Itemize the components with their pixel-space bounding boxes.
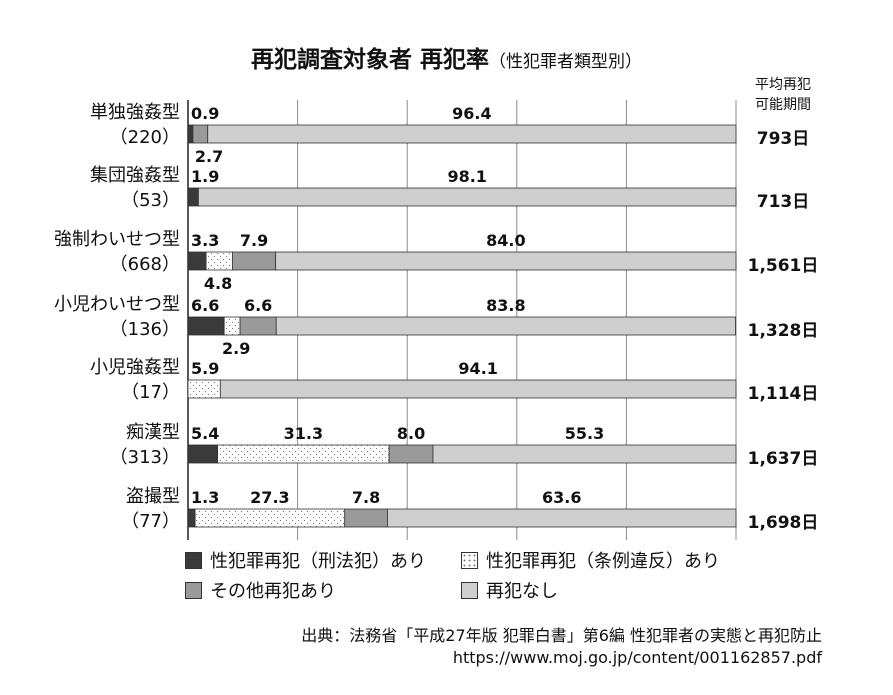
data-label-none: 84.0: [486, 231, 525, 250]
avg-period-value: 1,328日: [747, 321, 819, 341]
legend-item-none: 再犯なし: [461, 577, 558, 603]
bar-segment-ordinance: [187, 379, 221, 399]
data-label-none: 55.3: [565, 424, 604, 443]
legend-item-ordinance: 性犯罪再犯（条例違反）あり: [461, 547, 720, 573]
legend-swatch-penal: [185, 552, 202, 569]
bar-segment-other: [239, 316, 277, 336]
category-count: （53）: [121, 190, 180, 211]
data-label-penal: 0.9: [191, 104, 219, 123]
bar-segment-other: [344, 508, 388, 528]
chart-title: 再犯調査対象者 再犯率（性犯罪者類型別）: [0, 40, 893, 74]
legend-swatch-ordinance: [461, 552, 478, 569]
category-count: （313）: [109, 447, 180, 468]
bars: [187, 124, 737, 528]
source-url: https://www.moj.go.jp/content/001162857.…: [452, 648, 822, 667]
bar-segment-none: [275, 316, 736, 336]
category-label: 強制わいせつ型: [54, 229, 180, 250]
data-label-ordinance: 5.9: [191, 359, 219, 378]
category-count: （136）: [109, 319, 180, 340]
bar-segment-ordinance: [194, 508, 346, 528]
avg-period-value: 713日: [756, 192, 810, 212]
bar-segment-ordinance: [217, 444, 390, 464]
bar-segment-other: [231, 251, 277, 271]
avg-period-value: 1,114日: [747, 384, 819, 404]
legend-label-none: 再犯なし: [486, 581, 558, 602]
avg-period-header: 平均再犯 可能期間: [738, 75, 828, 115]
category-count: （77）: [121, 511, 180, 532]
data-label-penal: 6.6: [191, 296, 219, 315]
category-label: 痴漢型: [126, 422, 180, 443]
category-count: （668）: [109, 254, 180, 275]
data-label-other: 2.7: [195, 147, 223, 166]
data-label-ordinance: 4.8: [204, 274, 232, 293]
data-label-none: 96.4: [452, 104, 491, 123]
avg-period-header-line2: 可能期間: [755, 97, 811, 113]
bar-segment-other: [192, 124, 209, 144]
bar-segment-none: [432, 444, 737, 464]
data-label-other: 7.9: [240, 231, 268, 250]
data-label-penal: 1.9: [191, 167, 219, 186]
value-labels: 0.9 2.7 96.4 1.9 98.1 3.3 4.8 7.9 84.0 6.6 2.9 6.6 8…: [191, 104, 604, 507]
category-label: 単独強姦型: [90, 102, 180, 123]
category-label: 小児強姦型: [90, 357, 180, 378]
bar-segment-penal: [187, 316, 225, 336]
avg-period-value: 1,698日: [747, 513, 819, 533]
category-count: （17）: [121, 382, 180, 403]
legend-label-penal: 性犯罪再犯（刑法犯）あり: [210, 551, 426, 572]
legend-label-ordinance: 性犯罪再犯（条例違反）あり: [486, 551, 720, 572]
data-label-ordinance: 31.3: [284, 424, 323, 443]
data-label-other: 7.8: [352, 488, 380, 507]
bar-segment-none: [275, 251, 737, 271]
bar-segment-none: [198, 187, 737, 207]
chart-title-main: 再犯調査対象者 再犯率: [250, 47, 489, 73]
bar-segment-penal: [187, 444, 218, 464]
avg-period-value: 1,561日: [747, 256, 819, 276]
data-label-penal: 5.4: [191, 424, 219, 443]
data-label-ordinance: 2.9: [222, 339, 250, 358]
legend-swatch-other: [185, 582, 202, 599]
avg-period-value: 793日: [756, 129, 810, 149]
chart-title-sub: （性犯罪者類型別）: [489, 52, 642, 72]
category-label: 小児わいせつ型: [54, 294, 180, 315]
legend-item-penal: 性犯罪再犯（刑法犯）あり: [185, 547, 426, 573]
bar-segment-none: [219, 379, 737, 399]
bar-segment-penal: [187, 508, 196, 528]
bar-segment-penal: [187, 124, 194, 144]
data-label-penal: 1.3: [191, 488, 219, 507]
data-label-penal: 3.3: [191, 231, 219, 250]
legend-swatch-none: [461, 582, 478, 599]
data-label-other: 6.6: [244, 296, 272, 315]
bar-segment-other: [388, 444, 434, 464]
data-label-none: 94.1: [458, 359, 497, 378]
bar-segment-ordinance: [205, 251, 233, 271]
bar-segment-penal: [187, 187, 199, 207]
source-citation: 出典：法務省「平成27年版 犯罪白書」第6編 性犯罪者の実態と再犯防止: [301, 626, 822, 645]
bar-segment-none: [387, 508, 737, 528]
data-label-none: 63.6: [542, 488, 581, 507]
category-label: 集団強姦型: [90, 165, 180, 186]
category-label: 盗撮型: [126, 486, 180, 507]
legend-item-other: その他再犯あり: [185, 577, 336, 603]
bar-segment-penal: [187, 251, 207, 271]
legend-label-other: その他再犯あり: [210, 581, 336, 602]
bar-segment-ordinance: [223, 316, 241, 336]
bar-segment-none: [207, 124, 737, 144]
data-label-none: 83.8: [486, 296, 525, 315]
data-label-none: 98.1: [447, 167, 486, 186]
category-count: （220）: [109, 127, 180, 148]
avg-period-header-line1: 平均再犯: [755, 77, 811, 93]
avg-period-value: 1,637日: [747, 449, 819, 469]
data-label-ordinance: 27.3: [250, 488, 289, 507]
data-label-other: 8.0: [397, 424, 425, 443]
